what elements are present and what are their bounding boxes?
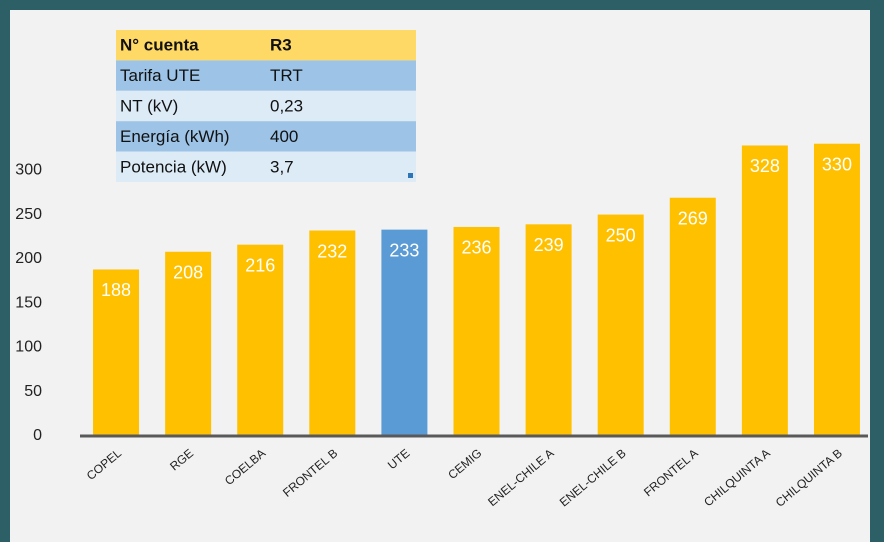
bar: [309, 230, 356, 436]
data-label: 269: [678, 208, 708, 228]
table-row: [116, 90, 416, 122]
data-label: 250: [606, 225, 636, 245]
data-label: 188: [101, 280, 131, 300]
table-cell: Energía (kWh): [120, 127, 230, 146]
table-row: [116, 121, 416, 152]
table-cell: 400: [270, 127, 298, 146]
data-label: 232: [317, 241, 347, 261]
table-row: [116, 30, 416, 61]
bar: [813, 143, 860, 436]
bar: [597, 214, 644, 436]
bar: [669, 197, 716, 436]
data-label: 208: [173, 263, 203, 283]
table-row: [116, 60, 416, 91]
table-row: [116, 151, 416, 182]
data-label: 330: [822, 154, 852, 174]
y-tick-label: 200: [15, 250, 42, 267]
table-cell: TRT: [270, 66, 303, 85]
table-cell: R3: [270, 36, 292, 55]
y-tick-label: 300: [15, 162, 42, 179]
y-tick-label: 50: [24, 383, 42, 400]
bar: [381, 229, 428, 436]
bar: [165, 251, 212, 436]
table-cell: 0,23: [270, 96, 303, 115]
table-cell: NT (kV): [120, 96, 178, 115]
bar: [741, 145, 788, 436]
y-tick-label: 100: [15, 339, 42, 356]
bar: [525, 224, 572, 436]
y-tick-label: 250: [15, 206, 42, 223]
data-label: 236: [461, 238, 491, 258]
data-label: 233: [389, 240, 419, 260]
data-label: 328: [750, 156, 780, 176]
bar: [453, 226, 500, 436]
table-cell: Potencia (kW): [120, 157, 227, 176]
data-label: 239: [534, 235, 564, 255]
resize-handle: [408, 173, 413, 178]
data-label: 216: [245, 255, 275, 275]
y-tick-label: 150: [15, 294, 42, 311]
table-cell: Tarifa UTE: [120, 66, 200, 85]
bar: [237, 244, 284, 436]
table-cell: N° cuenta: [120, 36, 199, 55]
y-tick-label: 0: [33, 427, 42, 444]
bar: [93, 269, 140, 436]
table-cell: 3,7: [270, 157, 294, 176]
